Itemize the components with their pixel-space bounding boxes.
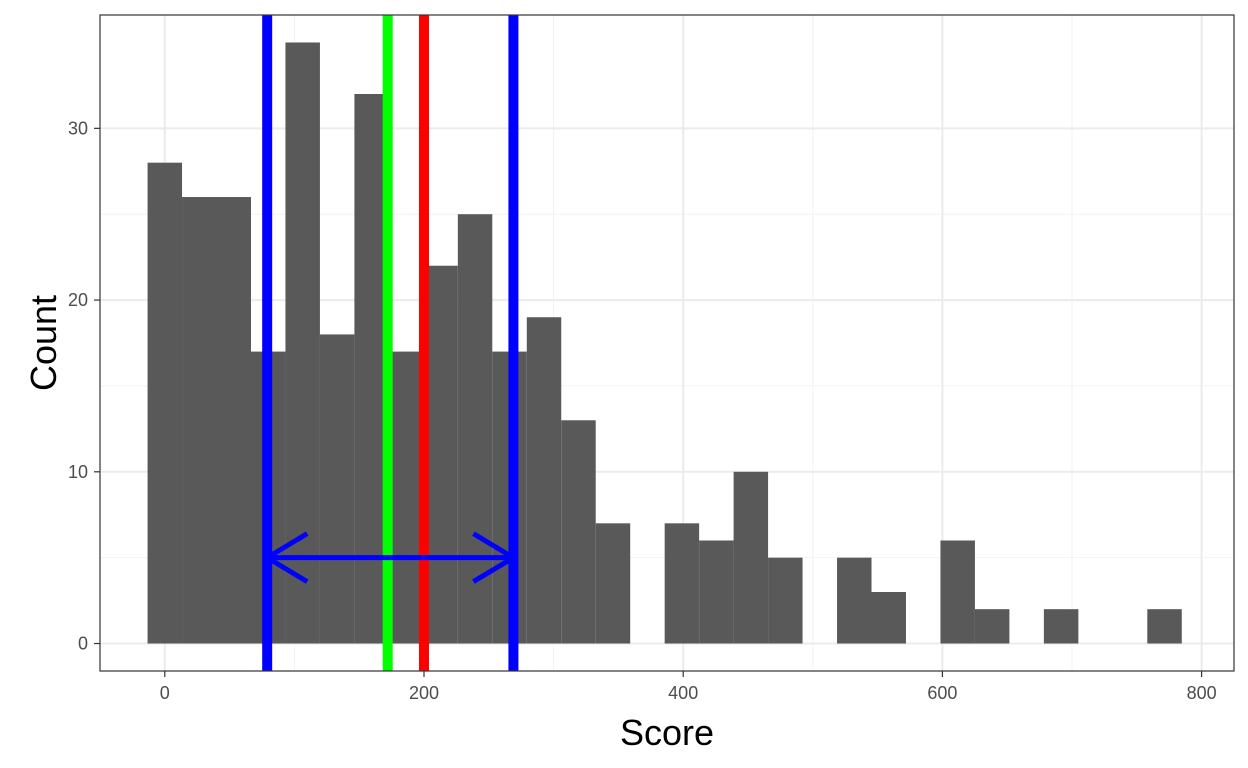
arrow-layer (262, 531, 519, 584)
histogram-bar (733, 471, 769, 644)
histogram-bar (871, 592, 906, 644)
histogram-bar (561, 420, 596, 644)
histogram-bar (423, 265, 458, 644)
histogram-bar (147, 162, 183, 644)
x-tick-label: 0 (160, 683, 170, 703)
x-tick-label: 200 (409, 683, 439, 703)
y-axis-title: Count (23, 295, 64, 391)
y-tick-label: 30 (68, 118, 88, 138)
histogram-bar (699, 540, 734, 644)
histogram-bar (1043, 609, 1079, 644)
histogram-bar (285, 42, 320, 644)
histogram-bar (837, 557, 872, 644)
y-tick-label: 10 (68, 462, 88, 482)
panel-border (99, 14, 1235, 672)
x-axis-title: Score (620, 712, 714, 753)
histogram-bar (940, 540, 975, 644)
histogram-bar (1147, 609, 1182, 644)
y-tick-label: 0 (78, 634, 88, 654)
histogram-bar (595, 523, 631, 644)
histogram-bar (388, 351, 424, 644)
histogram-bar (526, 317, 562, 644)
ticks-layer: 0 200 400 600 800 0 10 20 30 (68, 118, 1217, 703)
histogram-bar (768, 557, 803, 644)
histogram-bar (319, 334, 355, 644)
histogram-bar (974, 609, 1010, 644)
x-tick-label: 800 (1187, 683, 1217, 703)
histogram-bar (216, 197, 251, 644)
histogram-bar (664, 523, 700, 644)
x-tick-label: 600 (927, 683, 957, 703)
histogram-bar (182, 197, 217, 644)
y-tick-label: 20 (68, 290, 88, 310)
x-tick-label: 400 (668, 683, 698, 703)
arrow-head-left (262, 531, 309, 584)
reference-lines-layer (262, 15, 519, 671)
arrow-head-right (472, 531, 519, 584)
